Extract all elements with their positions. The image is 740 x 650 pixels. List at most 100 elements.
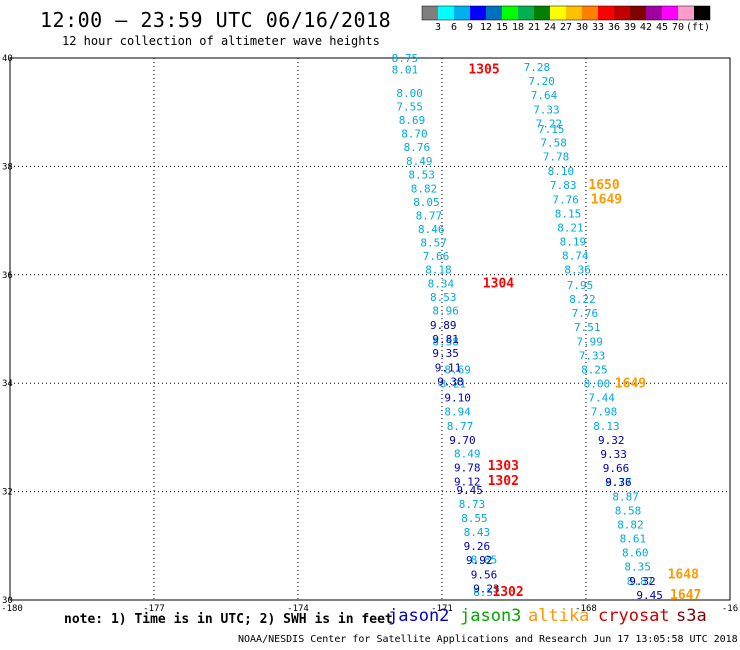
y-tick-label: 40 (2, 54, 13, 64)
jason3-data-label: 7.15 (538, 123, 565, 136)
jason3-data-label: 8.21 (557, 221, 584, 234)
colorbar-label: 39 (623, 22, 637, 33)
colorbar-swatch (502, 6, 518, 20)
jason2-data-label: 9.78 (454, 462, 481, 475)
colorbar (421, 5, 711, 21)
jason3-data-label: 8.74 (562, 250, 589, 263)
jason3-data-label: 8.75 (392, 52, 419, 65)
jason2-data-label: 9.32 (629, 575, 656, 588)
jason3-data-label: 7.33 (533, 103, 560, 116)
jason3-data-label: 8.43 (464, 526, 491, 539)
jason2-data-label: 9.35 (432, 347, 459, 360)
jason2-data-label: 9.56 (471, 568, 498, 581)
jason3-data-label: 8.61 (620, 533, 647, 546)
jason3-data-label: 7.95 (567, 279, 594, 292)
jason2-data-label: 9.10 (444, 392, 471, 405)
jason3-data-label: 8.77 (447, 420, 474, 433)
jason3-data-label: 8.73 (459, 498, 486, 511)
jason3-data-label: 8.53 (430, 291, 457, 304)
colorbar-swatch (694, 6, 710, 20)
altika-data-label: 1650 (588, 178, 619, 193)
legend-item-cryosat: cryosat (598, 606, 670, 626)
colorbar-swatch (438, 6, 454, 20)
x-tick-label: -16 (722, 604, 738, 614)
jason3-data-label: 7.78 (543, 150, 570, 163)
jason3-data-label: 8.49 (406, 155, 433, 168)
jason3-data-label: 8.96 (432, 304, 459, 317)
jason3-data-label: 8.00 (396, 87, 423, 100)
jason3-data-label: 8.70 (401, 128, 428, 141)
colorbar-label: 30 (575, 22, 589, 33)
jason3-data-label: 8.46 (418, 223, 445, 236)
colorbar-label: 27 (559, 22, 573, 33)
cryosat-data-label: 1302 (492, 585, 523, 600)
legend-item-altika: altika (528, 606, 590, 626)
jason3-data-label: 8.10 (548, 165, 575, 178)
legend-item-jason2: jason2 (388, 606, 450, 626)
jason3-data-label: 7.44 (588, 392, 615, 405)
colorbar-swatch (486, 6, 502, 20)
jason2-data-label: 9.11 (435, 361, 462, 374)
jason3-data-label: 8.18 (425, 264, 452, 277)
jason3-data-label: 8.58 (432, 335, 459, 348)
jason3-data-label: 7.22 (536, 117, 563, 130)
jason3-data-label: 7.28 (524, 61, 551, 74)
jason3-data-label: 8.87 (612, 490, 639, 503)
colorbar-swatch (550, 6, 566, 20)
jason3-data-label: 8.01 (392, 64, 419, 77)
colorbar-swatch (662, 6, 678, 20)
legend-item-jason3: jason3 (460, 606, 522, 626)
jason2-data-label: 9.92 (466, 554, 493, 567)
jason3-data-label: 7.51 (574, 321, 601, 334)
colorbar-frame (421, 5, 711, 21)
altika-data-label: 1648 (668, 567, 699, 582)
jason3-data-label: 8.36 (564, 264, 591, 277)
jason3-data-label: 8.57 (420, 237, 447, 250)
colorbar-label: 18 (511, 22, 525, 33)
cryosat-data-label: 1303 (488, 459, 519, 474)
colorbar-label: 9 (466, 22, 474, 33)
jason3-data-label: 8.77 (416, 210, 443, 223)
jason3-data-label: 8.34 (428, 277, 455, 290)
jason3-data-label: 7.20 (528, 75, 555, 88)
colorbar-swatch (614, 6, 630, 20)
jason3-data-label: 8.13 (593, 420, 620, 433)
jason3-data-label: 8.60 (622, 547, 649, 560)
colorbar-swatch (470, 6, 486, 20)
jason2-data-label: 9.70 (449, 434, 476, 447)
page-subtitle: 12 hour collection of altimeter wave hei… (62, 34, 380, 48)
jason3-data-label: 8.53 (408, 168, 435, 181)
x-tick-label: -171 (431, 604, 453, 614)
jason2-data-label: 9.33 (600, 448, 627, 461)
x-tick-label: -174 (287, 604, 309, 614)
page-title: 12:00 – 23:59 UTC 06/16/2018 (40, 8, 392, 32)
colorbar-label: 15 (495, 22, 509, 33)
colorbar-swatch (646, 6, 662, 20)
altika-data-label: 1647 (670, 588, 701, 603)
colorbar-label: 3 (434, 22, 442, 33)
jason3-data-label: 8.85 (471, 554, 498, 567)
jason3-data-label: 8.57 (473, 586, 500, 599)
jason3-data-label: 8.25 (581, 363, 608, 376)
colorbar-swatch (422, 6, 438, 20)
colorbar-label: 42 (639, 22, 653, 33)
jason3-data-label: 7.55 (396, 101, 423, 114)
jason3-data-label: 8.05 (413, 196, 440, 209)
jason3-data-label: 8.82 (617, 518, 644, 531)
x-tick-label: -177 (143, 604, 165, 614)
jason3-data-label: 8.55 (461, 512, 488, 525)
jason3-data-label: 8.58 (615, 504, 642, 517)
cryosat-data-label: 1305 (468, 63, 499, 78)
jason3-data-label: 8.15 (555, 207, 582, 220)
jason3-data-label: 7.66 (423, 250, 450, 263)
x-tick-label: -168 (575, 604, 597, 614)
colorbar-label: 24 (543, 22, 557, 33)
jason2-data-label: 9.66 (603, 462, 630, 475)
jason3-data-label: 8.49 (454, 447, 481, 460)
y-tick-label: 30 (2, 596, 13, 606)
y-tick-label: 32 (2, 488, 13, 498)
y-tick-label: 34 (2, 379, 13, 389)
colorbar-swatch (566, 6, 582, 20)
colorbar-swatch (630, 6, 646, 20)
